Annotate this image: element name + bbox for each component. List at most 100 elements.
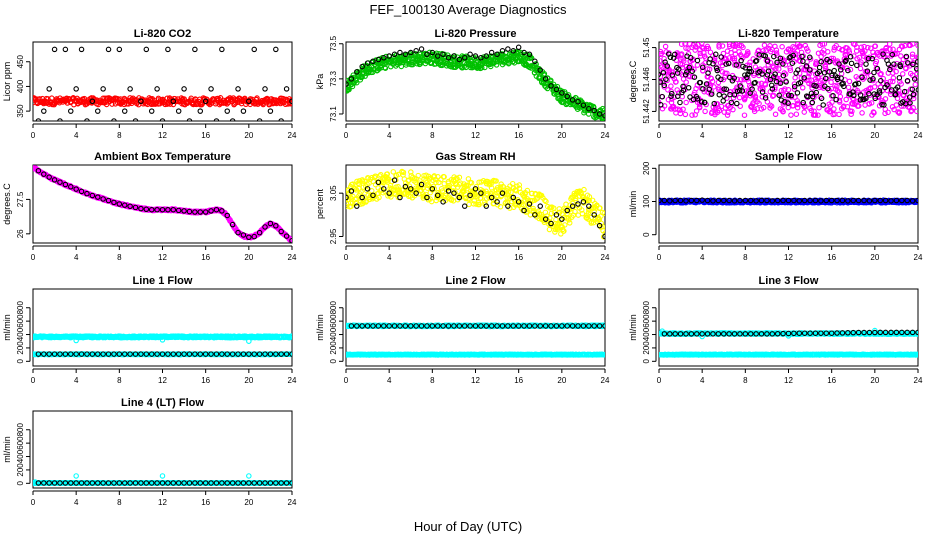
x-tick-label: 4	[700, 253, 705, 262]
x-tick-label: 12	[784, 131, 793, 140]
data-point	[686, 86, 690, 90]
data-point	[144, 47, 148, 51]
data-point	[193, 47, 197, 51]
data-point	[463, 204, 467, 208]
panel-data	[344, 45, 607, 121]
data-point	[176, 109, 180, 113]
x-tick-label: 4	[74, 131, 79, 140]
data-point	[777, 67, 781, 71]
x-tick-label: 12	[471, 253, 480, 262]
panel-data	[31, 334, 295, 357]
x-tick-label: 24	[288, 253, 297, 262]
x-tick-label: 8	[743, 253, 748, 262]
data-point	[123, 109, 127, 113]
data-point	[717, 93, 721, 97]
data-point	[794, 112, 798, 116]
data-point	[860, 111, 864, 115]
data-point	[837, 112, 841, 116]
data-point	[128, 87, 132, 91]
data-point	[225, 109, 229, 113]
y-tick-label: 400	[16, 79, 25, 93]
y-tick-label: 600	[16, 314, 25, 328]
data-point	[198, 109, 202, 113]
panel-data	[656, 198, 920, 205]
y-tick-label: 0	[642, 232, 651, 237]
data-point	[683, 112, 687, 116]
x-tick-label: 24	[288, 131, 297, 140]
x-tick-label: 16	[201, 253, 210, 262]
data-point	[150, 109, 154, 113]
data-point	[832, 68, 836, 72]
x-tick-label: 0	[344, 253, 349, 262]
y-tick-label: 73.1	[329, 106, 338, 122]
x-tick-label: 16	[827, 253, 836, 262]
data-point	[817, 105, 821, 109]
x-tick-label: 4	[700, 131, 705, 140]
x-tick-label: 4	[74, 376, 79, 385]
panel-ylabel: degrees.C	[2, 183, 12, 225]
data-point	[166, 47, 170, 51]
x-tick-label: 16	[201, 131, 210, 140]
data-point	[789, 113, 793, 117]
figure-xlabel: Hour of Day (UTC)	[414, 519, 522, 534]
data-point	[544, 199, 548, 203]
y-tick-label: 200	[642, 161, 651, 175]
data-point	[564, 202, 568, 206]
x-tick-label: 12	[158, 131, 167, 140]
data-point	[786, 105, 790, 109]
x-tick-label: 8	[743, 131, 748, 140]
panel-title: Sample Flow	[755, 151, 823, 163]
data-point	[117, 47, 121, 51]
y-tick-label: 400	[16, 327, 25, 341]
data-point	[414, 49, 418, 53]
data-point	[74, 87, 78, 91]
y-tick-label: 27.5	[16, 191, 25, 207]
data-point	[795, 91, 799, 95]
y-tick-label: 73.5	[329, 35, 338, 51]
x-tick-label: 8	[430, 131, 435, 140]
panel-title: Li-820 Temperature	[738, 28, 839, 40]
panel-ylabel: ml/min	[628, 191, 638, 218]
x-tick-label: 24	[601, 131, 610, 140]
x-tick-label: 0	[31, 253, 36, 262]
x-tick-label: 12	[158, 376, 167, 385]
data-point	[916, 55, 920, 59]
data-point	[658, 59, 662, 63]
data-point	[42, 109, 46, 113]
data-point	[721, 99, 725, 103]
data-point	[901, 72, 905, 76]
y-tick-label: 450	[16, 55, 25, 69]
data-point	[894, 103, 898, 107]
data-point	[241, 109, 245, 113]
y-tick-label: 2.95	[329, 228, 338, 244]
panel-title: Line 1 Flow	[133, 275, 193, 287]
y-tick-label: 3.05	[329, 185, 338, 201]
data-point	[263, 87, 267, 91]
x-tick-label: 12	[784, 253, 793, 262]
data-point	[684, 80, 688, 84]
x-tick-label: 8	[117, 253, 122, 262]
data-point	[742, 113, 746, 117]
panel-title: Li-820 Pressure	[435, 28, 517, 40]
y-tick-label: 800	[16, 301, 25, 315]
y-tick-label: 26	[16, 229, 25, 238]
data-point	[678, 100, 682, 104]
x-tick-label: 16	[514, 253, 523, 262]
data-point	[268, 109, 272, 113]
panel-ylabel: kPa	[315, 74, 325, 90]
figure-title: FEF_100130 Average Diagnostics	[369, 2, 567, 17]
y-tick-label: 200	[16, 341, 25, 355]
data-point	[416, 173, 420, 177]
data-point	[63, 47, 67, 51]
data-point	[729, 100, 733, 104]
x-tick-label: 16	[514, 131, 523, 140]
x-tick-label: 8	[117, 376, 122, 385]
y-tick-label: 0	[16, 359, 25, 364]
data-point	[106, 47, 110, 51]
data-point	[695, 63, 699, 67]
data-point	[69, 109, 73, 113]
x-tick-label: 24	[601, 253, 610, 262]
data-point	[506, 47, 510, 51]
